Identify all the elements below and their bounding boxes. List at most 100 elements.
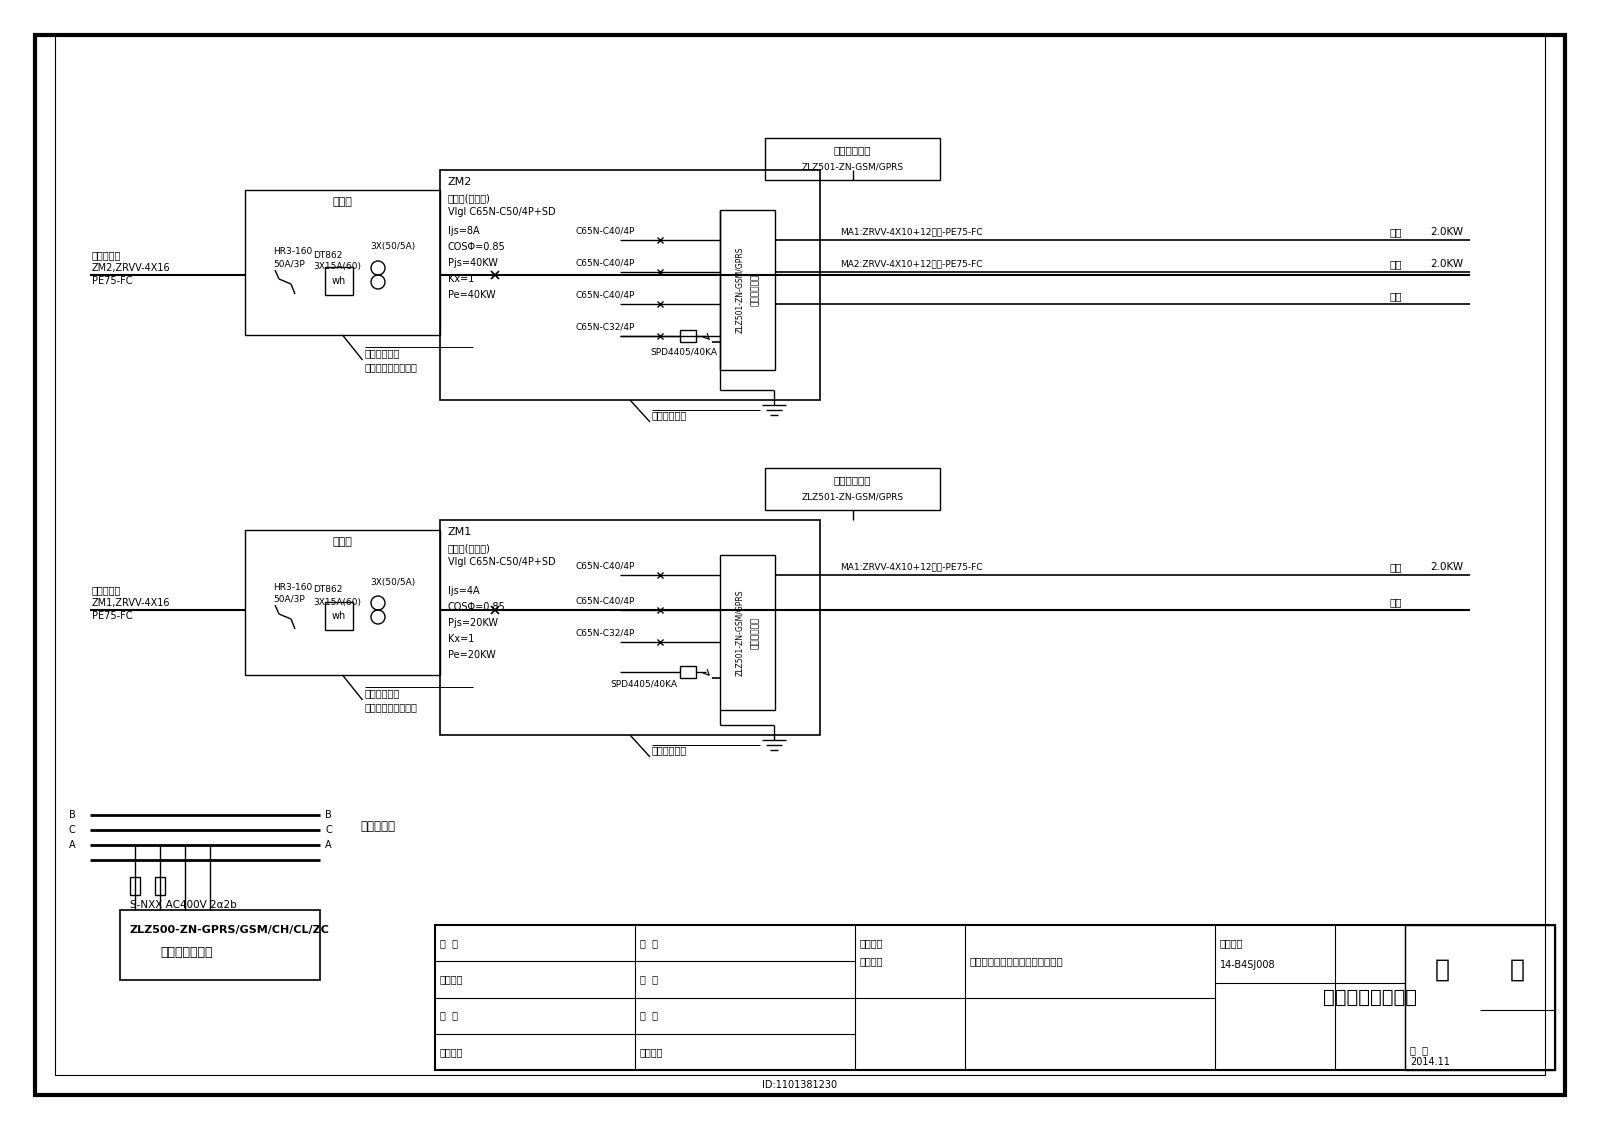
- Text: Pjs=40KW: Pjs=40KW: [448, 258, 498, 268]
- Text: C: C: [325, 825, 331, 835]
- Text: ID:1101381230: ID:1101381230: [763, 1080, 837, 1090]
- Text: 项目名称: 项目名称: [861, 956, 883, 966]
- Text: ZLZ501-ZN-GSM/GPRS: ZLZ501-ZN-GSM/GPRS: [802, 493, 904, 502]
- Text: C65N-C32/4P: C65N-C32/4P: [574, 628, 634, 637]
- Text: ZM2: ZM2: [448, 177, 472, 186]
- Bar: [440, 520, 819, 734]
- Text: 由电房引至: 由电房引至: [93, 250, 122, 260]
- Text: SPD4405/40KA: SPD4405/40KA: [610, 679, 677, 688]
- Text: 备用: 备用: [1390, 597, 1403, 607]
- Bar: [435, 925, 1555, 1070]
- Text: B: B: [69, 810, 75, 820]
- Bar: [720, 210, 774, 370]
- Text: C65N-C32/4P: C65N-C32/4P: [574, 322, 634, 331]
- Bar: [245, 530, 440, 675]
- Text: PE75-FC: PE75-FC: [93, 611, 133, 622]
- Text: C65N-C40/4P: C65N-C40/4P: [574, 290, 634, 299]
- Text: ZLZ501-ZN-GSM/GPRS: ZLZ501-ZN-GSM/GPRS: [734, 589, 744, 676]
- Text: 2.0KW: 2.0KW: [1430, 562, 1462, 572]
- Text: 长夜灯负载: 长夜灯负载: [360, 820, 395, 834]
- Text: COSΦ=0.85: COSΦ=0.85: [448, 602, 506, 612]
- Text: HR3-160: HR3-160: [274, 582, 312, 591]
- Text: 建设单位: 建设单位: [861, 938, 883, 948]
- Text: 项目负责: 项目负责: [440, 974, 464, 984]
- Text: 3X(50/5A): 3X(50/5A): [370, 243, 416, 252]
- Text: 电表箱: 电表箱: [333, 537, 352, 547]
- Text: 2.0KW: 2.0KW: [1430, 227, 1462, 237]
- Text: SPD4405/40KA: SPD4405/40KA: [650, 348, 717, 356]
- Text: 由电房引至: 由电房引至: [93, 585, 122, 596]
- Text: 2.0KW: 2.0KW: [1430, 259, 1462, 269]
- Text: C65N-C40/4P: C65N-C40/4P: [574, 226, 634, 235]
- Text: 50A/3P: 50A/3P: [274, 260, 304, 269]
- Text: C65N-C40/4P: C65N-C40/4P: [574, 597, 634, 606]
- Text: PE75-FC: PE75-FC: [93, 276, 133, 286]
- Text: 安装在电房门口外墙: 安装在电房门口外墙: [365, 702, 418, 712]
- Bar: [120, 910, 320, 980]
- Text: ZM1,ZRVV-4X16: ZM1,ZRVV-4X16: [93, 598, 171, 608]
- Bar: [130, 877, 141, 895]
- Text: Pe=40KW: Pe=40KW: [448, 290, 496, 299]
- Bar: [325, 267, 354, 295]
- Text: wh: wh: [331, 611, 346, 622]
- Text: DT862: DT862: [314, 251, 342, 260]
- Bar: [765, 138, 941, 180]
- Text: 路灯配电箱系统图: 路灯配电箱系统图: [1323, 988, 1418, 1007]
- Text: MA1:ZRVV-4X10+12圆钢-PE75-FC: MA1:ZRVV-4X10+12圆钢-PE75-FC: [840, 227, 982, 236]
- Text: 3X15A(60): 3X15A(60): [314, 598, 362, 607]
- Text: COSΦ=0.85: COSΦ=0.85: [448, 242, 506, 252]
- Text: 方案设计: 方案设计: [640, 1046, 664, 1057]
- Bar: [155, 877, 165, 895]
- Text: 接触式(昼号灯): 接触式(昼号灯): [448, 193, 491, 203]
- Text: 3X(50/5A): 3X(50/5A): [370, 577, 416, 586]
- Text: 某镇工业路、内环路路灯安装工程: 某镇工业路、内环路路灯安装工程: [970, 956, 1064, 966]
- Text: 设  计: 设 计: [640, 974, 658, 984]
- Text: 不锈钢户外箱: 不锈钢户外箱: [653, 745, 688, 755]
- Text: Kx=1: Kx=1: [448, 273, 474, 284]
- Bar: [680, 330, 696, 342]
- Text: 制  图: 制 图: [640, 1010, 658, 1020]
- Bar: [245, 190, 440, 334]
- Text: 审  定: 审 定: [440, 938, 458, 948]
- Text: Ijs=8A: Ijs=8A: [448, 226, 480, 236]
- Text: 不锈钢户外箱: 不锈钢户外箱: [365, 688, 400, 698]
- Text: 接触式(昼号灯): 接触式(昼号灯): [448, 544, 491, 553]
- Text: MA2:ZRVV-4X10+12圆钢-PE75-FC: MA2:ZRVV-4X10+12圆钢-PE75-FC: [840, 260, 982, 269]
- Text: 校  对: 校 对: [640, 938, 658, 948]
- Text: 路灯: 路灯: [1390, 562, 1403, 572]
- Text: 自动化监控终端: 自动化监控终端: [160, 946, 213, 958]
- Text: Kx=1: Kx=1: [448, 634, 474, 644]
- Text: C: C: [69, 825, 75, 835]
- Text: Pjs=20KW: Pjs=20KW: [448, 618, 498, 628]
- Text: 路灯: 路灯: [1390, 227, 1403, 237]
- Text: 智能控制装置: 智能控制装置: [750, 616, 760, 649]
- Text: 安装在电房门口外墙: 安装在电房门口外墙: [365, 362, 418, 372]
- Text: 备用: 备用: [1390, 292, 1403, 301]
- Text: DT862: DT862: [314, 585, 342, 594]
- Text: 智能控制装置: 智能控制装置: [834, 145, 872, 155]
- Text: wh: wh: [331, 276, 346, 286]
- Text: 专业负责: 专业负责: [440, 1046, 464, 1057]
- Text: A: A: [325, 840, 331, 850]
- Text: 2014.11: 2014.11: [1410, 1057, 1450, 1067]
- Text: HR3-160: HR3-160: [274, 247, 312, 257]
- Text: Vlgl C65N-C50/4P+SD: Vlgl C65N-C50/4P+SD: [448, 207, 555, 217]
- Text: 知: 知: [1435, 958, 1450, 982]
- Text: 3X15A(60): 3X15A(60): [314, 262, 362, 271]
- Text: B: B: [325, 810, 331, 820]
- Bar: [765, 468, 941, 510]
- Text: 50A/3P: 50A/3P: [274, 594, 304, 603]
- Text: 电表箱: 电表箱: [333, 197, 352, 207]
- Text: 智能控制装置: 智能控制装置: [750, 273, 760, 306]
- Text: C65N-C40/4P: C65N-C40/4P: [574, 259, 634, 268]
- Text: 日  期: 日 期: [1410, 1045, 1429, 1055]
- Text: 审  核: 审 核: [440, 1010, 458, 1020]
- Text: 业务编号: 业务编号: [1221, 938, 1243, 948]
- Text: Vlgl C65N-C50/4P+SD: Vlgl C65N-C50/4P+SD: [448, 557, 555, 567]
- Text: ZM2,ZRVV-4X16: ZM2,ZRVV-4X16: [93, 263, 171, 273]
- Bar: [325, 602, 354, 631]
- Text: 不锈钢户外箱: 不锈钢户外箱: [653, 410, 688, 420]
- Text: 智能控制装置: 智能控制装置: [834, 475, 872, 485]
- Bar: [1405, 925, 1555, 1070]
- Text: 不锈钢户外箱: 不锈钢户外箱: [365, 348, 400, 358]
